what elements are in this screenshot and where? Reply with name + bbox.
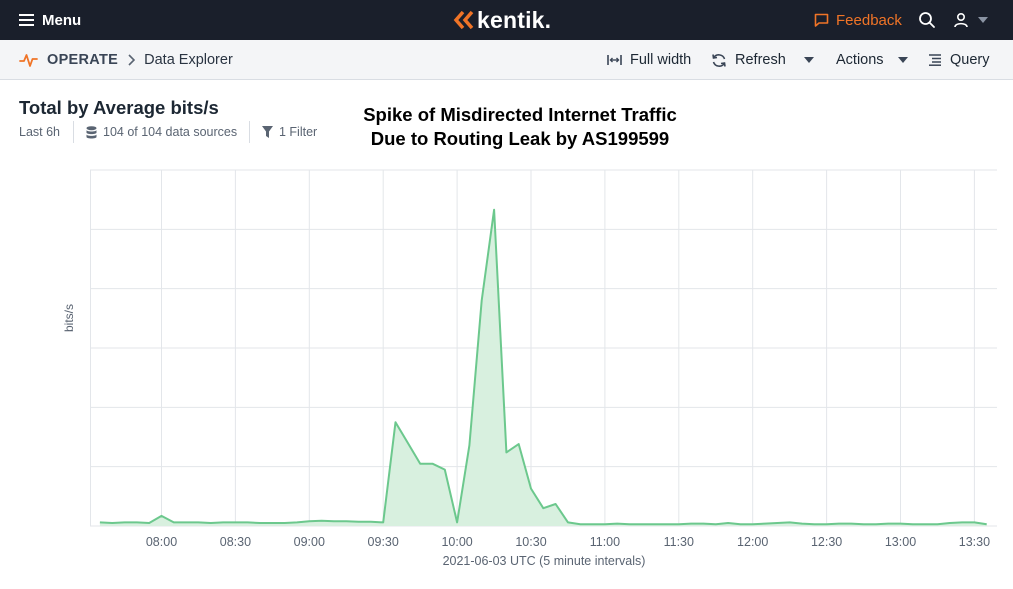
query-list-icon: [929, 54, 941, 66]
series-line: [99, 208, 987, 526]
x-tick-label: 13:30: [959, 535, 990, 549]
annotation-line-2: Due to Routing Leak by AS199599: [370, 128, 670, 149]
refresh-button[interactable]: Refresh: [711, 51, 786, 69]
x-tick-label: 10:30: [515, 535, 546, 549]
filter-icon: [262, 126, 273, 138]
query-label: Query: [950, 52, 990, 68]
pulse-icon: [19, 54, 38, 67]
user-menu[interactable]: [953, 11, 988, 29]
caret-down-icon: [897, 56, 908, 63]
x-tick-label: 13:00: [885, 535, 916, 549]
x-tick-label: 08:00: [146, 535, 177, 549]
filters-label: 1 Filter: [279, 125, 318, 139]
panel-title: Total by Average bits/s: [19, 97, 219, 118]
breadcrumb-page: Data Explorer: [144, 52, 233, 68]
x-tick-label: 11:30: [664, 535, 694, 549]
breadcrumb-section[interactable]: OPERATE: [47, 52, 119, 68]
x-tick-label: 11:00: [590, 535, 620, 549]
page-toolbar: OPERATE Data Explorer Full width Refresh…: [0, 40, 1013, 80]
speech-bubble-icon: [814, 13, 829, 27]
full-width-label: Full width: [630, 52, 692, 68]
x-tick-label: 09:00: [294, 535, 325, 549]
refresh-label: Refresh: [735, 52, 786, 68]
chart-series: [99, 208, 987, 527]
x-axis-ticks: 08:00 08:30 09:00 09:30 10:00 10:30 11:00 11:30…: [146, 535, 990, 549]
divider: [73, 121, 74, 143]
hamburger-icon: [19, 14, 34, 26]
breadcrumb: OPERATE Data Explorer: [19, 51, 233, 69]
x-tick-label: 12:30: [811, 535, 842, 549]
chart-grid: [90, 169, 997, 527]
top-navigation-bar: Menu kentik. Feedback: [0, 0, 1013, 40]
filters[interactable]: 1 Filter: [262, 124, 317, 140]
menu-label: Menu: [42, 11, 82, 29]
user-icon: [954, 12, 968, 28]
full-width-button[interactable]: Full width: [607, 51, 691, 69]
chevron-right-icon: [128, 54, 136, 66]
data-sources-label: 104 of 104 data sources: [103, 125, 238, 139]
series-area: [99, 209, 987, 527]
divider: [249, 121, 250, 143]
time-range-label: Last 6h: [19, 125, 61, 139]
database-icon: [86, 125, 97, 138]
x-tick-label: 08:30: [220, 535, 251, 549]
menu-button[interactable]: Menu: [19, 11, 81, 29]
kentik-chevron-icon: [453, 10, 474, 30]
caret-down-icon: [978, 17, 988, 23]
time-range[interactable]: Last 6h: [19, 124, 60, 140]
chart-annotation: Spike of Misdirected Internet Traffic Du…: [330, 103, 710, 151]
x-tick-label: 09:30: [368, 535, 399, 549]
feedback-button[interactable]: Feedback: [814, 11, 902, 29]
search-icon[interactable]: [918, 11, 936, 29]
logo-text: kentik.: [477, 6, 552, 33]
feedback-label: Feedback: [836, 11, 902, 29]
kentik-logo[interactable]: kentik.: [453, 6, 552, 33]
query-button[interactable]: Query: [928, 51, 990, 69]
annotation-line-1: Spike of Misdirected Internet Traffic: [363, 104, 677, 125]
x-axis-label: 2021-06-03 UTC (5 minute intervals): [442, 554, 646, 568]
actions-label: Actions: [836, 52, 884, 68]
actions-dropdown[interactable]: Actions: [836, 51, 908, 69]
refresh-options-caret-icon[interactable]: [804, 57, 814, 64]
expand-horizontal-icon: [607, 55, 622, 65]
refresh-icon: [712, 53, 726, 67]
data-sources[interactable]: 104 of 104 data sources: [86, 124, 237, 140]
x-tick-label: 10:00: [441, 535, 472, 549]
x-tick-label: 12:00: [737, 535, 768, 549]
